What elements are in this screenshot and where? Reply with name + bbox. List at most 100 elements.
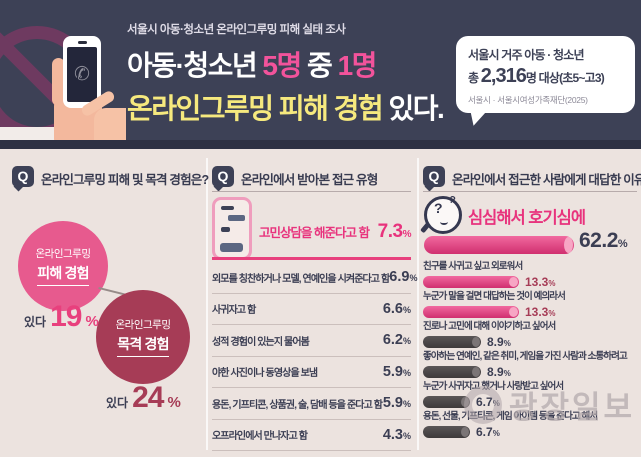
item-value: 4.3% bbox=[383, 427, 411, 443]
reason-list: 친구를 사귀고 싶고 외로워서 13.3% 누군가 말을 걸면 대답하는 것이 … bbox=[423, 258, 639, 439]
percent-sign: % bbox=[409, 273, 418, 284]
section-title-approach: 온라인에서 받아본 접근 유형 bbox=[241, 173, 378, 187]
value: 5.9 bbox=[382, 395, 403, 412]
approach-top-item: 고민상담을 해준다고 함 7.3% bbox=[259, 221, 412, 243]
value: 4.3 bbox=[382, 426, 403, 443]
value: 5.9 bbox=[382, 363, 403, 380]
curious-face-icon: ? ? bbox=[424, 194, 462, 234]
bar bbox=[423, 396, 470, 408]
headline-line2: 온라인그루밍 피해 경험 있다. bbox=[127, 87, 445, 127]
item-value: 5.9% bbox=[383, 395, 411, 411]
bar bbox=[423, 336, 481, 348]
list-item: 용돈, 선물, 기프티콘, 게임 아이템 등을 준다고 해서 6.7% bbox=[423, 408, 639, 439]
headline-part: 아동·청소년 bbox=[127, 50, 263, 81]
percent-sign: % bbox=[402, 430, 411, 441]
headline-tail: 있다. bbox=[382, 93, 444, 124]
phone-speaker bbox=[78, 41, 87, 44]
item-value: 6.9% bbox=[389, 269, 417, 285]
question-mark: ? bbox=[434, 200, 443, 216]
hand-thumb bbox=[52, 58, 65, 106]
approach-top-value: 7.3% bbox=[377, 221, 412, 243]
percent-sign: % bbox=[548, 309, 556, 318]
list-item: 성적 경험이 있는지 물어봄 6.2% bbox=[212, 325, 411, 357]
victim-line1: 온라인그루밍 bbox=[35, 248, 91, 260]
section-title-experience: 온라인그루밍 피해 및 목격 경험은? bbox=[41, 173, 209, 187]
item-value: 8.9% bbox=[487, 365, 511, 379]
item-label: 성적 경험이 있는지 물어봄 bbox=[212, 336, 310, 348]
source-credit: 서울시 · 서울시여성가족재단(2025) bbox=[468, 95, 588, 105]
item-value: 13.3% bbox=[525, 275, 555, 289]
percent-sign: % bbox=[492, 399, 500, 408]
list-item: 외모를 칭찬하거나 모델, 연예인을 시켜준다고 함 6.9% bbox=[212, 262, 417, 294]
item-label: 오프라인에서 만나자고 함 bbox=[212, 431, 308, 443]
item-label: 누군가 말을 걸면 대답하는 것이 예의라서 bbox=[423, 291, 566, 302]
headline-line1: 아동·청소년 5명 중 1명 bbox=[127, 44, 443, 84]
header-shadow-strip bbox=[0, 140, 641, 149]
bar bbox=[423, 306, 519, 318]
witness-answer: 있다 bbox=[106, 396, 129, 410]
bubble-line1: 서울시 거주 아동 · 청소년 bbox=[468, 48, 585, 62]
reason-top-label: 심심해서 호기심에 bbox=[468, 209, 586, 227]
item-value: 6.7% bbox=[476, 395, 500, 409]
item-value: 6.2% bbox=[383, 332, 411, 348]
item-label: 용돈, 선물, 기프티콘, 게임 아이템 등을 준다고 해서 bbox=[423, 411, 598, 422]
q-badge-left: Q bbox=[12, 166, 34, 187]
handset-icon: ✆ bbox=[67, 47, 97, 102]
headline-highlight-1: 1명 bbox=[337, 50, 378, 81]
witness-stat: 있다 24% bbox=[106, 381, 181, 415]
percent-sign: % bbox=[402, 229, 412, 240]
value: 62.2 bbox=[579, 229, 618, 252]
chat-bubble bbox=[221, 206, 234, 210]
percent-sign: % bbox=[402, 336, 411, 347]
list-item: 용돈, 기프티콘, 상품권, 술, 담배 등을 준다고 함 5.9% bbox=[212, 388, 411, 420]
value: 6.2 bbox=[382, 332, 403, 349]
sample-size: 2,316 bbox=[480, 65, 527, 87]
value: 13.3 bbox=[525, 305, 549, 319]
section-underline bbox=[423, 191, 637, 192]
headline-yellow: 온라인그루밍 피해 경험 bbox=[127, 93, 384, 124]
q-badge-right: Q bbox=[423, 166, 445, 187]
list-item: 누군가 사귀자고 했거나 사랑받고 싶어서 6.7% bbox=[423, 378, 639, 409]
face-mouth bbox=[440, 219, 448, 225]
bar bbox=[423, 366, 481, 378]
survey-sample-bubble: 서울시 거주 아동 · 청소년 총 2,316명 대상(초5~고3) 서울시 ·… bbox=[456, 36, 635, 113]
reason-top-value: 62.2% bbox=[579, 229, 628, 253]
value: 13.3 bbox=[525, 275, 549, 289]
item-label: 누군가 사귀자고 했거나 사랑받고 싶어서 bbox=[423, 381, 564, 392]
list-item: 오프라인에서 만나자고 함 4.3% bbox=[212, 420, 411, 451]
chat-bubble bbox=[220, 243, 243, 252]
value: 6.7 bbox=[476, 395, 493, 409]
total-suffix: 명 대상(초5~고3) bbox=[525, 71, 605, 85]
percent-sign: % bbox=[402, 399, 411, 410]
value: 7.3 bbox=[377, 221, 403, 242]
q-badge-middle: Q bbox=[212, 166, 234, 187]
list-item: 진로나 고민에 대해 이야기하고 싶어서 8.9% bbox=[423, 318, 639, 349]
item-label: 진로나 고민에 대해 이야기하고 싶어서 bbox=[423, 321, 556, 332]
header-banner: ✆ 서울시 아동·청소년 온라인그루밍 피해 실태 조사 아동·청소년 5명 중… bbox=[0, 0, 641, 149]
witness-line1: 온라인그루밍 bbox=[115, 319, 171, 331]
column-divider bbox=[417, 158, 419, 450]
list-item: 누군가 말을 걸면 대답하는 것이 예의라서 13.3% bbox=[423, 288, 639, 319]
chat-bubble bbox=[228, 215, 245, 221]
victim-answer: 있다 bbox=[24, 315, 47, 329]
item-value: 6.6% bbox=[383, 301, 411, 317]
phone-hands-illustration: ✆ bbox=[0, 0, 126, 149]
list-item: 좋아하는 연예인, 같은 취미, 게임을 가진 사람과 소통하려고 8.9% bbox=[423, 348, 639, 379]
column-divider bbox=[206, 158, 208, 450]
victim-value: 19 bbox=[50, 300, 82, 333]
bubble-line2: 총 2,316명 대상(초5~고3) bbox=[468, 65, 635, 88]
question-mark: ? bbox=[447, 194, 457, 207]
approach-list: 외모를 칭찬하거나 모델, 연예인을 시켜준다고 함 6.9% 사귀자고 함 6.6… bbox=[212, 262, 417, 451]
item-value: 13.3% bbox=[525, 305, 555, 319]
headline-highlight-5: 5명 bbox=[262, 50, 302, 81]
percent-sign: % bbox=[492, 429, 500, 438]
percent-sign: % bbox=[402, 367, 411, 378]
survey-subtitle: 서울시 아동·청소년 온라인그루밍 피해 실태 조사 bbox=[127, 24, 346, 36]
list-item: 친구를 사귀고 싶고 외로워서 13.3% bbox=[423, 258, 639, 289]
item-label: 야한 사진이나 동영상을 보냄 bbox=[212, 368, 318, 380]
list-item: 사귀자고 함 6.6% bbox=[212, 294, 411, 325]
value: 6.6 bbox=[382, 300, 403, 317]
witness-line2: 목격 경험 bbox=[117, 334, 170, 357]
item-label: 용돈, 기프티콘, 상품권, 술, 담배 등을 준다고 함 bbox=[212, 399, 383, 411]
percent-sign: % bbox=[503, 339, 511, 348]
